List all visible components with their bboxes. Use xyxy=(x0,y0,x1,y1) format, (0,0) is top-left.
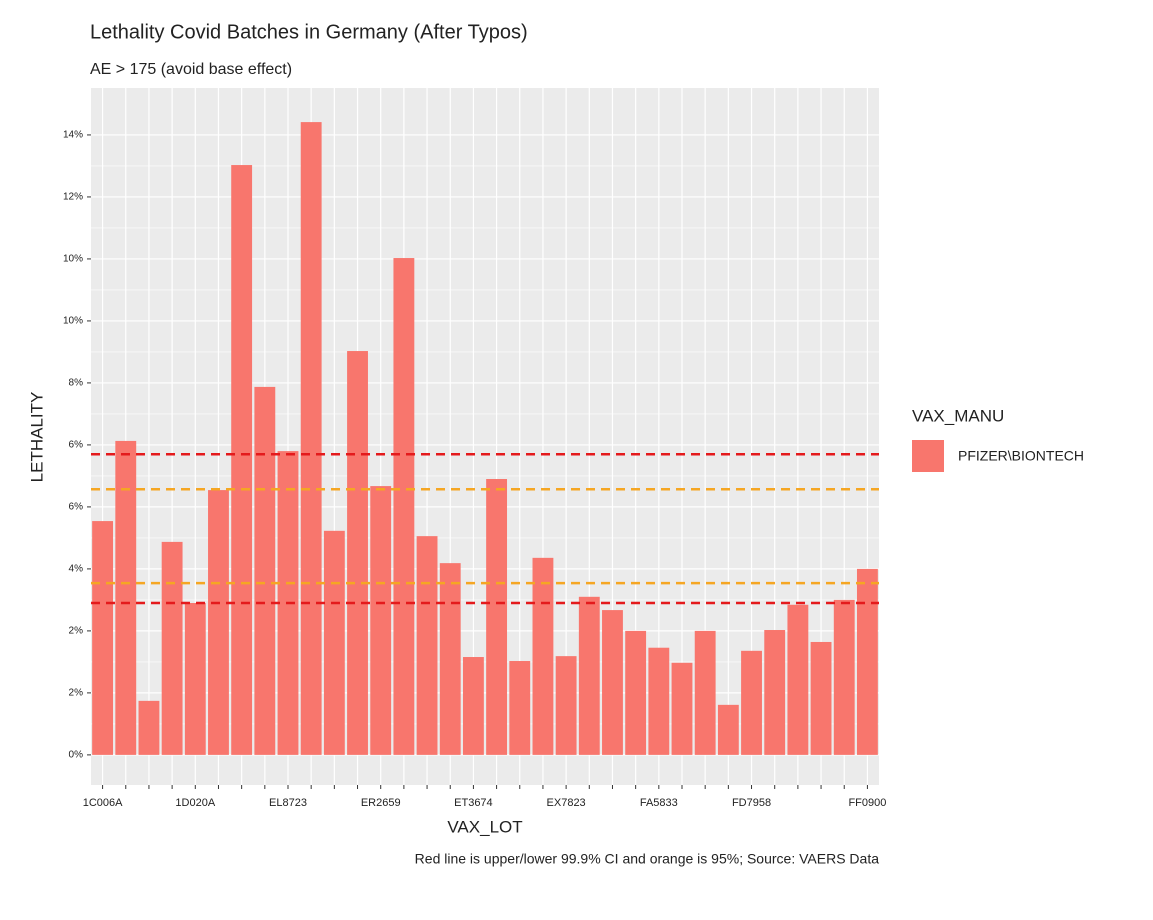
bar xyxy=(184,603,206,755)
bar xyxy=(717,704,739,755)
bar xyxy=(300,122,322,755)
bar xyxy=(509,661,531,755)
legend-key xyxy=(912,440,944,472)
bar xyxy=(555,656,577,755)
y-tick-label: 4% xyxy=(69,564,84,575)
bar xyxy=(532,557,554,755)
x-tick-label: FF0900 xyxy=(848,797,886,809)
x-tick-label: EL8723 xyxy=(269,797,307,809)
bar xyxy=(347,351,368,755)
bar xyxy=(254,386,276,755)
bar xyxy=(208,490,229,755)
bar xyxy=(370,486,392,755)
bar xyxy=(648,647,670,755)
x-tick-label: FA5833 xyxy=(640,797,678,809)
legend-title: VAX_MANU xyxy=(912,406,1004,425)
y-tick-label: 0% xyxy=(69,750,84,761)
marks xyxy=(92,122,878,755)
bar xyxy=(671,662,693,755)
x-tick-label: ER2659 xyxy=(361,797,401,809)
bar xyxy=(787,604,809,755)
bar xyxy=(393,258,415,755)
y-tick-label: 2% xyxy=(69,626,84,637)
legend-label: PFIZER\BIONTECH xyxy=(958,448,1084,464)
bar xyxy=(115,440,137,755)
chart-subtitle: AE > 175 (avoid base effect) xyxy=(90,61,292,78)
chart-title: Lethality Covid Batches in Germany (Afte… xyxy=(90,21,528,43)
y-tick-label: 6% xyxy=(69,502,84,513)
bar xyxy=(231,165,253,755)
y-tick-label: 6% xyxy=(69,440,84,451)
y-tick-label: 10% xyxy=(63,254,83,265)
bar xyxy=(578,596,600,755)
bar xyxy=(856,568,878,755)
bar xyxy=(741,650,762,755)
x-tick-label: 1D020A xyxy=(175,797,215,809)
y-axis-label: LETHALITY xyxy=(27,392,46,483)
y-tick-label: 12% xyxy=(63,192,83,203)
caption: Red line is upper/lower 99.9% CI and ora… xyxy=(415,851,880,867)
x-tick-label: 1C006A xyxy=(83,797,123,809)
y-tick-label: 14% xyxy=(63,130,83,141)
bar xyxy=(625,630,647,755)
y-tick-label: 10% xyxy=(63,316,83,327)
x-tick-label: EX7823 xyxy=(547,797,586,809)
x-tick-label: ET3674 xyxy=(454,797,493,809)
bar xyxy=(92,521,114,755)
bar xyxy=(694,630,716,755)
bar xyxy=(833,599,855,755)
bar xyxy=(416,536,438,755)
bar xyxy=(810,641,832,755)
bar xyxy=(486,479,508,755)
bar xyxy=(138,700,160,755)
bar xyxy=(462,657,484,755)
bar xyxy=(439,563,461,755)
bar xyxy=(602,610,623,755)
y-tick-label: 2% xyxy=(69,688,84,699)
bar xyxy=(161,541,183,755)
x-axis-label: VAX_LOT xyxy=(447,817,522,836)
y-tick-label: 8% xyxy=(69,378,84,389)
bar xyxy=(764,630,786,755)
x-tick-label: FD7958 xyxy=(732,797,771,809)
bar xyxy=(323,530,345,755)
